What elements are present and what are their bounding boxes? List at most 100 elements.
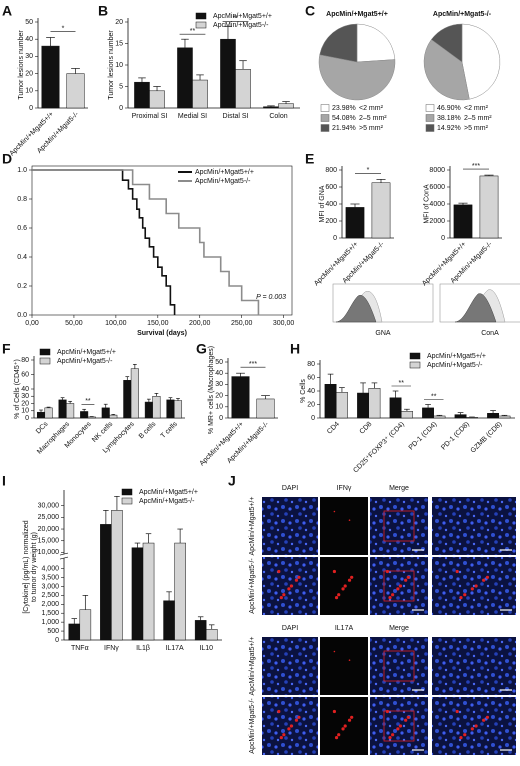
bar xyxy=(58,399,67,419)
bar xyxy=(192,79,208,109)
y-tick-label: 0 xyxy=(25,415,29,422)
signal-spot xyxy=(463,593,467,597)
bar xyxy=(487,413,499,419)
legend-swatch xyxy=(121,497,133,505)
y-tick-label: 8000 xyxy=(429,167,445,174)
signal-spot xyxy=(388,596,392,600)
panel-letter: A xyxy=(2,3,12,19)
panel-letter: C xyxy=(305,3,315,19)
signal-spot xyxy=(277,569,281,574)
signal-spot xyxy=(406,715,410,719)
value-label: 46.90% xyxy=(437,105,461,112)
y-tick-label: 10 xyxy=(21,408,29,415)
bar xyxy=(401,411,413,419)
signal-spot xyxy=(385,569,389,574)
y-axis-label: Tumor lesions number xyxy=(18,30,25,100)
y-tick-label: 0 xyxy=(219,415,223,422)
y-tick-label: 60 xyxy=(307,374,315,381)
bar xyxy=(101,407,110,419)
column-label: Merge xyxy=(389,625,409,632)
panel-letter: B xyxy=(98,3,108,19)
bar xyxy=(174,542,186,641)
value-label: 54.08% xyxy=(332,115,356,122)
column-label: IFNγ xyxy=(337,485,352,492)
micrograph xyxy=(262,497,318,555)
legend-swatch xyxy=(195,21,207,29)
y-axis-label: % Cells xyxy=(300,379,307,403)
signal-spot xyxy=(341,587,345,591)
signal-spot xyxy=(474,584,478,588)
legend-label: >5 mm² xyxy=(464,125,489,132)
plot-frame xyxy=(31,165,293,316)
signal-spot xyxy=(455,709,459,714)
y-tick-label: 15 xyxy=(115,40,123,47)
legend-label: ApcMin/+Mgat5-/- xyxy=(139,498,195,505)
panel-letter: F xyxy=(2,341,11,357)
bar xyxy=(130,368,139,419)
bar xyxy=(194,620,207,641)
x-tick-label: 50,00 xyxy=(65,320,83,327)
significance: ** xyxy=(233,15,239,22)
y-tick-label: 500 xyxy=(47,628,59,635)
legend-label: 2–5 mm² xyxy=(464,115,492,122)
value-label: 14.92% xyxy=(437,125,461,132)
signal-spot xyxy=(459,596,463,600)
bar xyxy=(109,414,118,419)
bar xyxy=(79,609,92,641)
bar xyxy=(142,542,155,641)
y-tick-label: 0 xyxy=(29,105,33,112)
signal-spot xyxy=(297,715,301,719)
pie-slice xyxy=(423,39,470,101)
pie-slice xyxy=(461,23,501,100)
bar xyxy=(220,38,236,109)
y-tick-label: 4000 xyxy=(429,201,445,208)
bar xyxy=(498,415,511,419)
y-tick-label: 0.0 xyxy=(17,312,27,319)
x-tick-label: 200,00 xyxy=(189,320,211,327)
legend-swatch xyxy=(425,114,435,122)
signal-spot xyxy=(350,715,354,719)
signal-spot xyxy=(287,587,291,591)
bar xyxy=(149,90,165,109)
y-tick-label: 10 xyxy=(25,88,33,95)
panel-letter: I xyxy=(2,473,6,489)
column-label: DAPI xyxy=(282,625,298,632)
y-tick-label: 400 xyxy=(325,201,337,208)
axis-break-mark xyxy=(59,556,69,560)
signal-spot xyxy=(289,724,293,728)
signal-spot xyxy=(470,587,474,591)
legend-swatch xyxy=(39,348,51,356)
micrograph xyxy=(262,637,318,695)
legend-swatch xyxy=(320,124,330,132)
micrograph xyxy=(320,637,368,695)
signal-spot xyxy=(294,578,299,582)
y-tick-label: 20 xyxy=(21,400,29,407)
bar xyxy=(41,45,60,109)
significance: ** xyxy=(431,393,437,400)
y-tick-label: 800 xyxy=(325,167,337,174)
pie-slice xyxy=(431,23,463,63)
signal-spot xyxy=(297,575,301,579)
bar xyxy=(131,547,144,641)
y-tick-label: 20,000 xyxy=(38,526,60,533)
signal-spot xyxy=(391,733,395,737)
bar xyxy=(454,414,467,419)
y-tick-label: 600 xyxy=(325,184,337,191)
y-axis-label: to tumor dry weight (g) xyxy=(31,532,38,602)
y-tick-label: 0.6 xyxy=(17,225,27,232)
signal-spot xyxy=(463,733,467,737)
x-tick-label: 100,00 xyxy=(105,320,127,327)
bar xyxy=(111,510,123,641)
axis-break-mark xyxy=(59,552,69,556)
y-tick-label: 50 xyxy=(215,359,223,366)
row-label: ApcMin/+Mgat5+/+ xyxy=(249,637,256,696)
bar xyxy=(263,106,279,109)
y-tick-label: 10,000 xyxy=(38,549,60,556)
signal-spot xyxy=(455,569,459,574)
bar xyxy=(163,600,175,641)
survival-line xyxy=(32,169,176,315)
y-tick-label: 0 xyxy=(311,415,315,422)
y-tick-label: 20 xyxy=(215,392,223,399)
x-tick-label: T cells xyxy=(160,420,180,440)
y-tick-label: 80 xyxy=(307,361,315,368)
